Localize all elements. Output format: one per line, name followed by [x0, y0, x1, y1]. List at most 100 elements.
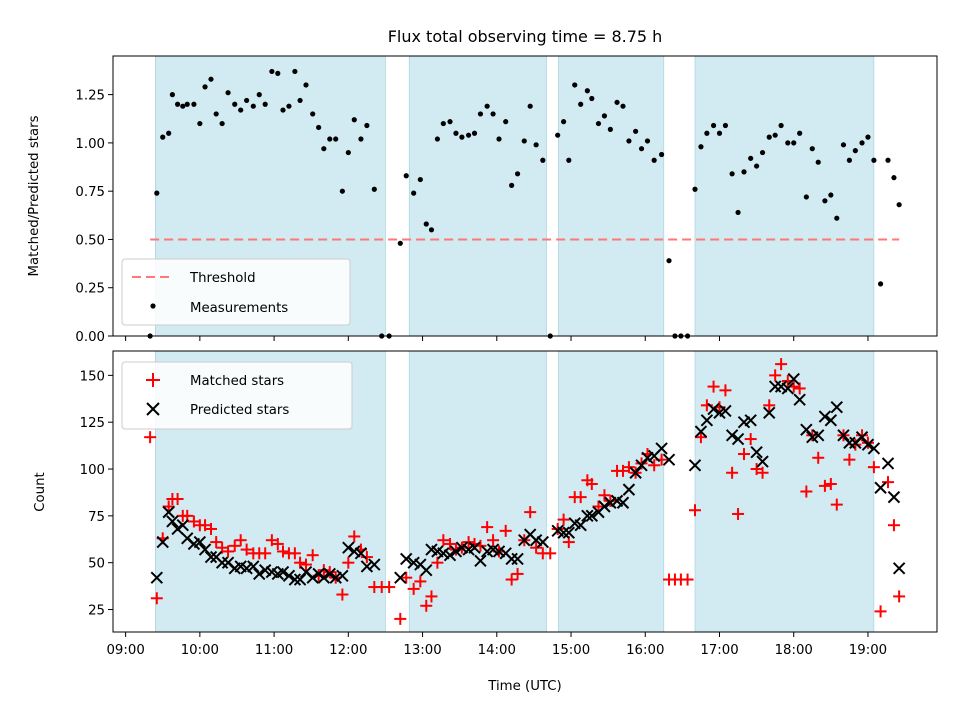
- count-panel-ticks: 25 50 75 100 125 150 09:00 10:00 11:00 12:00 13:00…: [80, 369, 888, 658]
- data-point: [824, 414, 838, 427]
- data-point: [731, 432, 745, 446]
- data-point: [748, 155, 754, 161]
- data-point: [791, 140, 797, 146]
- ratio-legend-box: [121, 258, 351, 326]
- data-point: [867, 442, 881, 455]
- data-point: [540, 157, 546, 163]
- data-point: [317, 571, 331, 584]
- data-point: [420, 599, 433, 612]
- data-point: [171, 492, 184, 505]
- data-point: [360, 560, 374, 573]
- data-point: [797, 130, 803, 136]
- data-point: [840, 142, 847, 148]
- observing-interval: [558, 350, 665, 633]
- data-point: [197, 120, 203, 127]
- data-point: [578, 101, 584, 107]
- y-tick-label: 1.00: [75, 137, 105, 152]
- data-point: [453, 130, 459, 136]
- data-point: [250, 103, 256, 109]
- data-point: [280, 107, 286, 113]
- data-point: [342, 541, 355, 554]
- data-point: [425, 590, 438, 603]
- data-point: [843, 453, 856, 466]
- data-point: [834, 215, 840, 221]
- data-point: [737, 448, 750, 461]
- data-point: [750, 445, 763, 459]
- legend-predicted-label: Predicted stars: [190, 403, 289, 418]
- x-tick-label: 19:00: [849, 643, 887, 658]
- legend-threshold-label: Threshold: [189, 271, 256, 286]
- measurements-series: [147, 68, 902, 339]
- x-tick-label: 09:00: [106, 643, 144, 658]
- data-point: [297, 97, 303, 104]
- data-point: [414, 575, 427, 588]
- data-point: [310, 111, 316, 117]
- data-point: [681, 573, 694, 586]
- data-point: [891, 175, 897, 181]
- data-point: [286, 103, 292, 109]
- data-point: [551, 522, 564, 535]
- data-point: [171, 522, 184, 536]
- data-point: [300, 558, 313, 571]
- data-point: [527, 103, 533, 109]
- data-point: [407, 582, 420, 595]
- data-point: [725, 429, 739, 442]
- data-point: [572, 82, 578, 88]
- data-point: [781, 382, 794, 395]
- data-point: [394, 612, 407, 625]
- data-point: [253, 567, 266, 581]
- y-tick-label: 0.75: [75, 185, 105, 200]
- observing-interval: [694, 55, 875, 337]
- data-point: [293, 573, 307, 586]
- data-point: [166, 130, 172, 136]
- data-point: [162, 500, 175, 513]
- y-tick-label: 0.25: [75, 282, 105, 297]
- legend-matched-swatch: [146, 373, 160, 387]
- data-point: [846, 157, 853, 163]
- data-point: [867, 461, 880, 474]
- data-point: [471, 130, 478, 136]
- data-point: [830, 498, 843, 511]
- x-tick-label: 14:00: [478, 643, 516, 658]
- data-point: [327, 136, 333, 142]
- data-point: [694, 431, 707, 444]
- data-point: [698, 144, 704, 150]
- ratio-legend: Threshold Measurements: [121, 258, 351, 326]
- data-point: [837, 429, 850, 442]
- data-point: [787, 372, 800, 386]
- data-point: [892, 562, 906, 575]
- data-point: [420, 563, 433, 577]
- data-point: [262, 101, 268, 107]
- data-point: [775, 358, 788, 371]
- data-point: [707, 380, 720, 393]
- data-point: [276, 565, 290, 579]
- data-point: [812, 451, 825, 464]
- data-point: [616, 496, 630, 509]
- data-point: [521, 138, 527, 144]
- data-point: [490, 111, 496, 117]
- data-point: [561, 119, 567, 125]
- data-point: [818, 410, 832, 423]
- data-point: [423, 221, 429, 227]
- data-point: [465, 132, 472, 138]
- data-point: [622, 483, 636, 496]
- data-point: [584, 88, 590, 94]
- data-point: [411, 190, 417, 196]
- data-point: [292, 68, 298, 75]
- data-point: [744, 433, 757, 446]
- data-point: [633, 128, 639, 134]
- data-point: [614, 99, 620, 105]
- data-point: [648, 459, 661, 472]
- data-point: [202, 84, 208, 90]
- data-point: [208, 76, 214, 82]
- chart-title: Flux total observing time = 8.75 h: [388, 27, 663, 46]
- data-point: [778, 122, 784, 129]
- data-point: [638, 146, 645, 152]
- data-point: [557, 526, 570, 539]
- data-point: [585, 478, 598, 491]
- data-point: [204, 550, 218, 564]
- data-point: [856, 429, 869, 442]
- data-point: [530, 541, 543, 554]
- data-point: [881, 457, 895, 470]
- data-point: [852, 148, 858, 154]
